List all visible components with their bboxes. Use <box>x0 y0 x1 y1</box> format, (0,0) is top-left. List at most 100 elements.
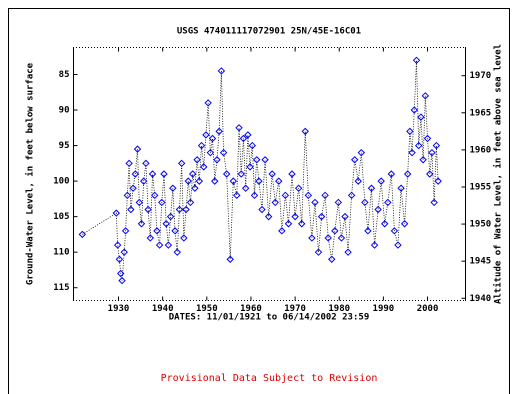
data-point <box>410 106 419 114</box>
data-point <box>177 159 186 168</box>
y2-axis-label: Altitude of Water Level, in feet above s… <box>493 44 504 304</box>
data-point <box>321 191 329 200</box>
data-point <box>317 212 326 221</box>
data-point <box>252 156 261 164</box>
data-point <box>148 170 157 178</box>
data-point <box>206 148 215 157</box>
data-point <box>394 241 402 249</box>
data-point <box>298 220 306 228</box>
data-point <box>197 141 206 150</box>
data-point <box>139 177 148 185</box>
data-point <box>350 156 359 164</box>
data-point <box>337 234 346 242</box>
data-point <box>406 127 414 136</box>
data-point <box>328 255 336 263</box>
data-point <box>354 177 362 185</box>
data-point <box>123 191 132 200</box>
data-point <box>135 198 143 207</box>
data-point <box>78 230 87 239</box>
data-point <box>180 234 188 242</box>
data-point <box>347 191 356 200</box>
data-point <box>248 141 256 150</box>
data-point <box>255 177 263 185</box>
data-point <box>222 170 231 178</box>
data-point <box>423 134 432 143</box>
data-point <box>408 148 416 157</box>
data-point <box>195 177 204 185</box>
data-point <box>112 209 121 217</box>
y-tick-label: 115 <box>53 283 69 293</box>
x-tick-label: 1960 <box>240 304 262 314</box>
y2-tick-label: 1960 <box>470 145 492 155</box>
data-point <box>191 184 199 192</box>
data-point <box>153 227 161 235</box>
data-point <box>121 227 130 235</box>
data-point <box>175 205 184 214</box>
y-tick-label: 105 <box>53 212 69 222</box>
data-point <box>294 184 303 192</box>
data-point <box>164 241 173 249</box>
data-point <box>288 170 296 178</box>
data-point <box>200 163 208 171</box>
data-point <box>361 198 369 207</box>
data-point <box>364 227 372 235</box>
y2-tick-label: 1955 <box>470 182 492 192</box>
data-point <box>162 220 170 228</box>
data-point <box>370 241 379 249</box>
data-point <box>146 234 155 242</box>
x-axis-label: DATES: 11/01/1921 to 06/14/2002 23:59 <box>169 313 369 323</box>
x-tick-label: 2000 <box>417 304 439 314</box>
data-point <box>311 198 319 207</box>
data-point <box>403 170 412 178</box>
data-point <box>428 148 436 157</box>
data-point <box>271 198 279 207</box>
data-point <box>250 191 259 200</box>
data-point <box>417 113 425 121</box>
data-point <box>275 177 283 185</box>
data-point <box>193 156 201 164</box>
data-point <box>137 220 146 228</box>
x-tick-label: 1950 <box>196 304 218 314</box>
data-point <box>127 205 135 214</box>
data-point <box>213 156 221 164</box>
data-point <box>158 198 166 207</box>
data-point <box>217 67 226 75</box>
y-tick-label: 85 <box>59 70 70 80</box>
y2-tick-label: 1965 <box>470 108 492 118</box>
data-point <box>426 170 434 178</box>
y2-tick-label: 1950 <box>470 220 492 230</box>
data-point <box>211 177 219 185</box>
data-point <box>278 227 286 235</box>
data-point <box>235 124 243 132</box>
y2-tick-label: 1940 <box>470 294 492 304</box>
data-point <box>414 141 423 150</box>
data-point <box>367 184 376 192</box>
data-point <box>173 248 181 256</box>
x-tick-label: 1970 <box>284 304 306 314</box>
data-point <box>324 234 332 242</box>
y-tick-label: 100 <box>53 177 69 187</box>
data-point <box>284 220 293 228</box>
chart-title: USGS 474011117072901 25N/45E-16C01 <box>177 27 361 37</box>
data-point <box>304 191 313 200</box>
data-point <box>381 220 389 228</box>
y2-tick-label: 1970 <box>470 71 492 81</box>
data-point <box>188 170 197 178</box>
data-point <box>334 198 343 207</box>
data-point <box>237 170 245 178</box>
data-point <box>341 212 349 221</box>
data-point <box>400 220 409 228</box>
data-point <box>432 141 441 150</box>
data-point <box>419 156 427 164</box>
data-point <box>344 248 352 256</box>
x-tick-label: 1980 <box>328 304 350 314</box>
data-point <box>160 170 168 178</box>
data-point <box>186 198 195 207</box>
data-point <box>239 134 248 143</box>
data-point <box>169 184 177 192</box>
data-point <box>144 205 152 214</box>
data-point <box>117 269 125 278</box>
data-point <box>184 177 192 185</box>
footnote: Provisional Data Subject to Revision <box>161 373 378 384</box>
